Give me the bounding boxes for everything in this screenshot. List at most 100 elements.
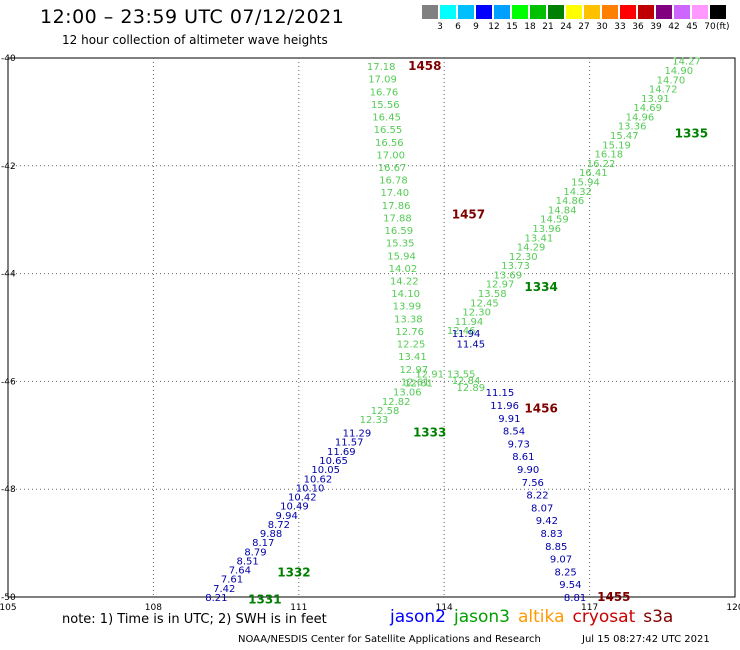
swh-value-label: 17.88 [383,213,412,224]
swh-value-label: 12.46 [447,326,476,337]
swh-value-label: 16.41 [579,168,608,179]
legend-swatch [530,5,546,19]
swh-value-label: 11.45 [457,340,486,351]
swh-value-label: 7.64 [229,566,251,577]
swh-value-label: 8.25 [555,567,577,578]
legend-label: 21 [542,22,554,32]
pass-number-label: 1333 [413,426,446,440]
legend-swatch [710,5,726,19]
lat-tick-label: -46 [1,377,16,387]
swh-value-label: 12.84 [452,376,481,387]
swh-value-label: 13.41 [525,233,554,244]
swh-value-label: 10.05 [311,465,340,476]
swh-value-label: 10.62 [304,474,333,485]
swh-value-label: 14.72 [649,85,678,96]
legend-swatch [620,5,636,19]
swh-value-label: 9.73 [508,439,530,450]
swh-value-label: 13.73 [501,261,530,272]
swh-value-label: 8.54 [503,427,525,438]
swh-value-label: 16.18 [594,150,623,161]
legend-swatch [584,5,600,19]
swh-value-label: 8.81 [564,593,586,604]
swh-value-label: 10.42 [288,493,317,504]
swh-value-label: 7.42 [213,584,235,595]
swh-value-label: 10.10 [296,483,325,494]
swh-value-label: 15.94 [387,251,416,262]
legend-swatch [638,5,654,19]
swh-value-label: 12.97 [486,280,515,291]
swh-value-label: 14.70 [657,75,686,86]
swh-value-label: 12.89 [457,383,486,394]
swh-value-label: 12.30 [509,252,538,263]
swh-value-label: 12.61 [404,378,433,389]
lat-tick-label: -44 [1,270,16,280]
swh-value-label: 9.07 [550,555,572,566]
swh-value-label: 14.32 [563,187,592,198]
swh-value-label: 16.76 [370,87,399,98]
legend-swatch [494,5,510,19]
swh-value-label: 12.30 [462,308,491,319]
swh-value-label: 16.22 [587,159,616,170]
swh-value-label: 16.59 [385,226,414,237]
swh-value-label: 14.96 [626,112,655,123]
lat-tick-label: -40 [1,54,16,64]
swh-value-label: 13.06 [393,388,422,399]
legend-swatch [476,5,492,19]
legend-label: 12 [488,22,500,32]
legend-label: 36 [632,22,644,32]
pass-number-label: 1332 [277,566,310,580]
legend-label: 45 [686,22,698,32]
satellite-label: altika [518,607,565,627]
lat-tick-label: -42 [1,162,16,172]
swh-value-label: 12.58 [371,406,400,417]
swh-value-label: 11.15 [486,388,515,399]
swh-value-label: 14.27 [672,57,701,68]
swh-value-label: 12.33 [360,415,389,426]
swh-value-label: 15.94 [571,178,600,189]
pass-number-label: 1455 [597,590,630,604]
swh-value-label: 14.02 [389,264,418,275]
lat-tick-label: -48 [1,485,16,495]
swh-value-label: 9.54 [559,580,581,591]
swh-value-label: 17.40 [380,188,409,199]
lon-tick-label: 114 [436,603,453,613]
swh-value-label: 8.17 [252,538,274,549]
swh-value-label: 8.51 [237,556,259,567]
legend-swatch [422,5,438,19]
swh-value-label: 12.91 [415,369,444,380]
swh-value-label: 12.82 [382,397,411,408]
satellite-label: cryosat [572,607,636,627]
swh-value-label: 12.61 [401,377,430,388]
swh-value-label: 13.36 [618,122,647,133]
swh-value-label: 14.90 [664,66,693,77]
pass-number-label: 1335 [675,126,708,140]
footer-timestamp: Jul 15 08:27:42 UTC 2021 [582,634,710,645]
swh-value-label: 8.85 [545,542,567,553]
lon-tick-label: 120 [726,603,740,613]
swh-value-label: 17.00 [376,150,405,161]
lon-tick-label: 111 [290,603,307,613]
swh-value-label: 7.61 [221,575,243,586]
swh-value-label: 13.58 [478,289,507,300]
swh-value-label: 13.38 [394,314,423,325]
swh-value-label: 17.09 [368,75,397,86]
swh-value-label: 16.67 [378,163,407,174]
legend-label: 9 [473,22,479,32]
swh-value-label: 16.56 [375,138,404,149]
pass-number-label: 1331 [248,593,281,607]
swh-value-label: 8.61 [512,452,534,463]
lon-tick-label: 117 [581,603,598,613]
swh-value-label: 11.94 [455,317,484,328]
legend-unit: (ft) [716,22,730,32]
pass-number-label: 1458 [408,59,441,73]
swh-value-label: 15.19 [602,140,631,151]
swh-value-label: 9.42 [536,516,558,527]
swh-value-label: 13.99 [393,302,422,313]
satellite-label: jason2 [390,607,446,627]
swh-value-label: 12.45 [470,298,499,309]
legend-label: 33 [614,22,626,32]
swh-value-label: 15.35 [386,239,415,250]
swh-value-label: 12.97 [399,365,428,376]
pass-number-label: 1457 [452,207,485,221]
legend-swatch [548,5,564,19]
